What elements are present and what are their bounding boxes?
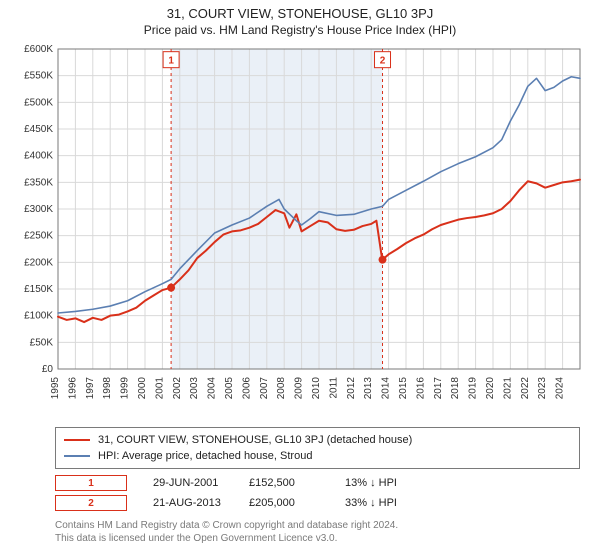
svg-text:£550K: £550K — [24, 71, 53, 82]
svg-text:2007: 2007 — [259, 377, 270, 400]
svg-text:1997: 1997 — [85, 377, 96, 400]
svg-text:2023: 2023 — [537, 377, 548, 400]
svg-text:2014: 2014 — [381, 377, 392, 400]
svg-text:2004: 2004 — [207, 377, 218, 400]
svg-text:2003: 2003 — [189, 377, 200, 400]
sale-delta-1: 13% ↓ HPI — [345, 477, 415, 489]
svg-text:1999: 1999 — [120, 377, 131, 400]
svg-text:£300K: £300K — [24, 204, 53, 215]
svg-text:1996: 1996 — [67, 377, 78, 400]
svg-text:2010: 2010 — [311, 377, 322, 400]
sale-row-1: 1 29-JUN-2001 £152,500 13% ↓ HPI — [55, 473, 580, 493]
svg-text:2006: 2006 — [241, 377, 252, 400]
legend: 31, COURT VIEW, STONEHOUSE, GL10 3PJ (de… — [55, 427, 580, 469]
svg-text:2016: 2016 — [415, 377, 426, 400]
legend-row-hpi: HPI: Average price, detached house, Stro… — [64, 448, 571, 464]
svg-text:£500K: £500K — [24, 97, 53, 108]
legend-label-price: 31, COURT VIEW, STONEHOUSE, GL10 3PJ (de… — [98, 432, 412, 448]
svg-text:2018: 2018 — [450, 377, 461, 400]
sale-date-1: 29-JUN-2001 — [153, 477, 223, 489]
sale-delta-2: 33% ↓ HPI — [345, 497, 415, 509]
svg-text:£400K: £400K — [24, 151, 53, 162]
svg-text:2020: 2020 — [485, 377, 496, 400]
svg-text:2013: 2013 — [363, 377, 374, 400]
footer: Contains HM Land Registry data © Crown c… — [55, 519, 580, 545]
svg-text:£250K: £250K — [24, 231, 53, 242]
svg-text:2012: 2012 — [346, 377, 357, 400]
svg-text:2022: 2022 — [520, 377, 531, 400]
sale-price-2: £205,000 — [249, 497, 319, 509]
svg-text:£50K: £50K — [30, 337, 54, 348]
footer-line-1: Contains HM Land Registry data © Crown c… — [55, 519, 580, 532]
svg-text:£350K: £350K — [24, 177, 53, 188]
title-main: 31, COURT VIEW, STONEHOUSE, GL10 3PJ — [0, 0, 600, 21]
svg-text:£0: £0 — [42, 364, 54, 375]
sales-table: 1 29-JUN-2001 £152,500 13% ↓ HPI 2 21-AU… — [55, 473, 580, 513]
svg-text:2009: 2009 — [294, 377, 305, 400]
footer-line-2: This data is licensed under the Open Gov… — [55, 532, 580, 545]
title-sub: Price paid vs. HM Land Registry's House … — [0, 23, 600, 37]
sale-row-2: 2 21-AUG-2013 £205,000 33% ↓ HPI — [55, 493, 580, 513]
sale-price-1: £152,500 — [249, 477, 319, 489]
svg-text:2015: 2015 — [398, 377, 409, 400]
sale-marker-2: 2 — [55, 495, 127, 511]
svg-text:2024: 2024 — [555, 377, 566, 400]
svg-text:£200K: £200K — [24, 257, 53, 268]
svg-text:2005: 2005 — [224, 377, 235, 400]
sale-date-2: 21-AUG-2013 — [153, 497, 223, 509]
legend-label-hpi: HPI: Average price, detached house, Stro… — [98, 448, 312, 464]
svg-text:£150K: £150K — [24, 284, 53, 295]
legend-row-price: 31, COURT VIEW, STONEHOUSE, GL10 3PJ (de… — [64, 432, 571, 448]
svg-text:2019: 2019 — [468, 377, 479, 400]
svg-text:1995: 1995 — [50, 377, 61, 400]
svg-text:£450K: £450K — [24, 124, 53, 135]
legend-swatch-hpi — [64, 455, 90, 457]
svg-text:2021: 2021 — [502, 377, 513, 400]
svg-text:£600K: £600K — [24, 44, 53, 55]
legend-swatch-price — [64, 439, 90, 441]
svg-text:2001: 2001 — [154, 377, 165, 400]
svg-text:1: 1 — [168, 56, 174, 67]
svg-text:2011: 2011 — [328, 377, 339, 399]
svg-text:1998: 1998 — [102, 377, 113, 400]
svg-text:2008: 2008 — [276, 377, 287, 400]
chart: £0 £50K £100K £150K £200K £250K £300K £350K £400… — [10, 43, 590, 421]
sale-marker-1: 1 — [55, 475, 127, 491]
svg-text:£100K: £100K — [24, 311, 53, 322]
svg-text:2: 2 — [380, 56, 386, 67]
svg-text:2000: 2000 — [137, 377, 148, 400]
svg-text:2002: 2002 — [172, 377, 183, 400]
svg-text:2017: 2017 — [433, 377, 444, 400]
